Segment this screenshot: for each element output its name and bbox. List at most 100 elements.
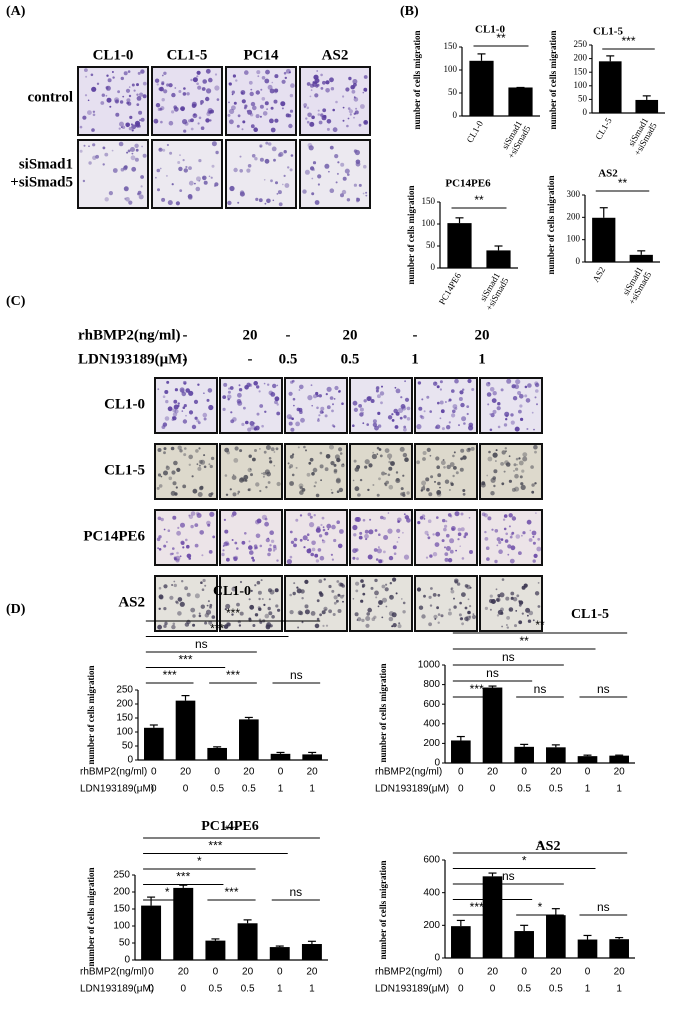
cell (209, 511, 215, 517)
cell (194, 416, 198, 420)
row-label: CL1-5 (104, 462, 145, 478)
cell (268, 588, 272, 593)
cell (346, 124, 349, 128)
cell (126, 98, 131, 103)
cell (274, 588, 279, 593)
cell (200, 100, 204, 104)
significance-label: * (522, 854, 527, 868)
cell (352, 598, 355, 600)
cell (326, 386, 332, 392)
cell (426, 447, 431, 452)
cell (337, 593, 341, 597)
cell (175, 486, 178, 489)
column-label: PC14 (244, 47, 279, 63)
x-tick-label: 20 (487, 767, 499, 778)
micrograph-frame (479, 443, 543, 500)
cell (439, 486, 441, 489)
cell (432, 552, 438, 557)
cell (179, 154, 181, 156)
cell (437, 593, 441, 597)
cell (521, 534, 523, 537)
bar (577, 939, 598, 958)
cell (532, 559, 536, 563)
x-tick-label: CL1-5 (593, 116, 614, 142)
cell (330, 553, 333, 556)
x-tick-label: PC14PE6 (437, 271, 463, 307)
cell (256, 385, 260, 389)
cell (269, 88, 275, 94)
cell (506, 616, 510, 620)
micrograph-frame (479, 575, 543, 632)
cell (171, 584, 174, 586)
cell (487, 382, 491, 385)
cell (250, 124, 255, 129)
cell (517, 391, 522, 395)
significance-label: * (165, 885, 170, 899)
cell (451, 389, 455, 393)
cell (486, 474, 489, 477)
cell (259, 489, 262, 493)
cell (434, 542, 440, 547)
cell (227, 398, 230, 401)
micrograph (479, 377, 543, 434)
cell (206, 398, 210, 402)
cell (526, 519, 532, 525)
cell (396, 528, 401, 533)
cell (446, 533, 450, 538)
cell (370, 586, 374, 590)
cell (102, 146, 106, 150)
cell (358, 535, 363, 540)
significance-label: *** (208, 839, 222, 853)
cell (141, 145, 144, 148)
micrograph-frame (77, 139, 149, 209)
cell (244, 532, 247, 535)
panel-label: (C) (6, 294, 26, 309)
cell (397, 624, 402, 629)
cell (198, 159, 202, 163)
cell (346, 198, 351, 202)
cell (270, 447, 275, 452)
cell (316, 406, 319, 410)
cell (512, 396, 518, 401)
bar (239, 719, 259, 760)
cell (255, 519, 260, 525)
cell (214, 73, 218, 76)
cell (518, 409, 522, 414)
cell (250, 88, 253, 91)
significance-label: *** (621, 34, 635, 48)
cell (365, 616, 371, 621)
cell (486, 392, 492, 397)
cell (492, 391, 497, 396)
cell (510, 545, 516, 551)
cell (455, 471, 459, 475)
cell (364, 459, 370, 465)
cell (160, 475, 163, 478)
cell (372, 484, 375, 486)
cell (158, 607, 161, 610)
cell (118, 141, 124, 147)
cell (211, 141, 217, 147)
cell (500, 538, 504, 541)
y-tick-label: 200 (423, 738, 440, 749)
cell (376, 446, 380, 450)
cell (215, 150, 219, 155)
cell (261, 598, 264, 600)
error-bar (147, 896, 156, 906)
cell (244, 70, 249, 75)
cell (527, 614, 529, 617)
cell (241, 128, 244, 131)
cell (264, 410, 267, 413)
cell (79, 149, 83, 153)
cell (244, 385, 249, 390)
cell (462, 492, 466, 496)
cell (440, 614, 444, 618)
cell (357, 617, 362, 622)
cell (500, 607, 504, 612)
cell (328, 170, 330, 173)
micrograph-frame (219, 509, 283, 566)
significance-label: ns (289, 885, 302, 899)
cell (528, 610, 534, 616)
y-axis-label: number of cells migration (406, 185, 416, 284)
micrograph (349, 509, 413, 566)
cell (233, 555, 239, 561)
